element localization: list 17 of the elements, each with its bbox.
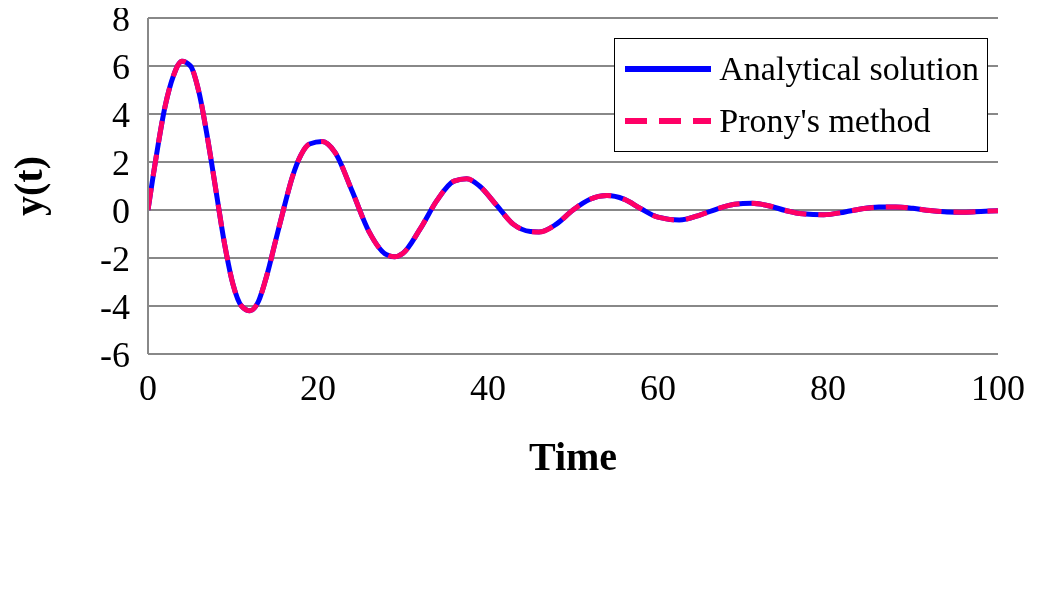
y-tick-label: -2 <box>100 238 130 279</box>
y-tick-label: -4 <box>100 286 130 327</box>
y-tick-label: 0 <box>112 190 130 231</box>
y-tick-label: 4 <box>112 94 130 135</box>
legend-label: Prony's method <box>719 101 931 141</box>
x-tick-label: 0 <box>139 367 157 408</box>
x-axis-title: Time <box>528 434 618 479</box>
x-tick-label: 100 <box>971 367 1025 408</box>
y-axis-title: y(t) <box>6 156 52 216</box>
y-tick-label: 2 <box>112 142 130 183</box>
x-tick-label: 80 <box>810 367 846 408</box>
legend-label: Analytical solution <box>719 49 979 89</box>
x-tick-label: 20 <box>300 367 336 408</box>
y-tick-label: 6 <box>112 46 130 87</box>
x-tick-label: 60 <box>640 367 676 408</box>
y-tick-label: -6 <box>100 334 130 375</box>
x-tick-label: 40 <box>470 367 506 408</box>
